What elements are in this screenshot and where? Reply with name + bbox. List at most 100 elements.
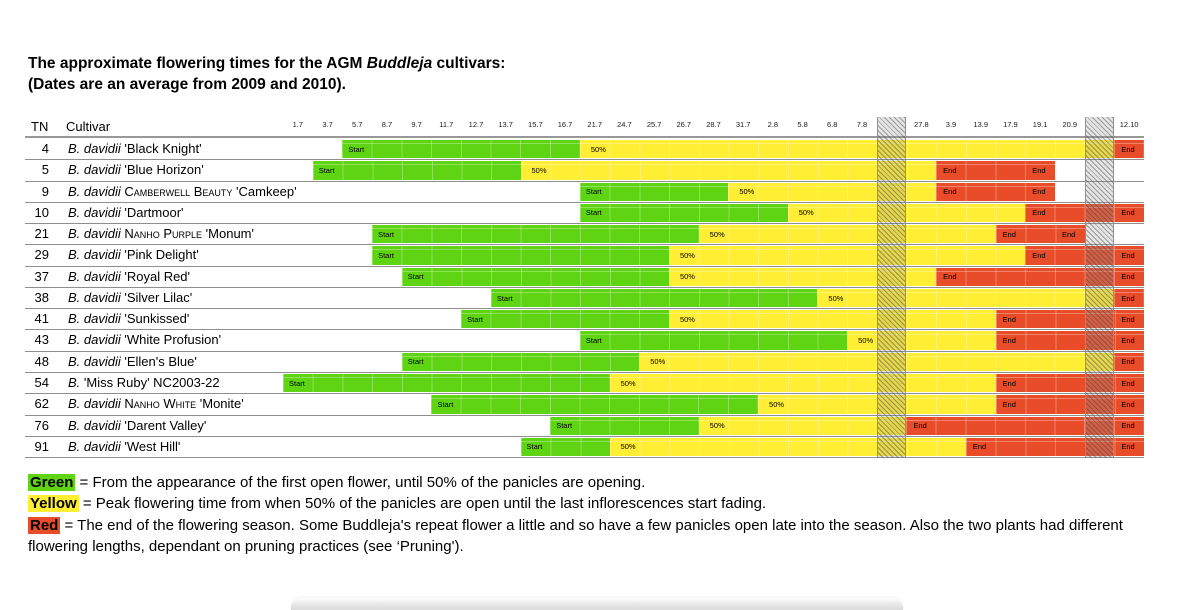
end-label: End — [972, 442, 987, 452]
legend-text: = The end of the flowering season. Some … — [28, 516, 1123, 556]
fifty-percent-label: 50% — [679, 314, 695, 324]
date-column-header: 31.7 — [735, 120, 751, 129]
cultivar-name-part: B. davidii — [68, 417, 121, 433]
date-column-header: 5.8 — [797, 120, 808, 129]
date-column-header: 5.7 — [352, 120, 363, 129]
tn-cell: 37 — [34, 268, 49, 284]
cultivar-name: B. 'Miss Ruby' NC2003-22 — [68, 375, 220, 390]
table-row: 76 B. davidii 'Darent Valley' Start 50% End E… — [25, 416, 1144, 437]
fifty-percent-label: 50% — [709, 421, 725, 431]
cultivar-name-part: Nanho White — [124, 396, 197, 412]
cultivar-name-part: B. davidii — [68, 438, 121, 454]
end-label: End — [1061, 229, 1076, 239]
red-segment — [1114, 288, 1144, 308]
start-label: Start — [526, 442, 543, 452]
cultivar-name-part: 'Black Knight' — [120, 141, 202, 156]
cultivar-name-part: 'Pink Delight' — [120, 247, 199, 263]
table-row: 10 B. davidii 'Dartmoor' Start 50% End End — [25, 203, 1144, 225]
table-row: 91 B. davidii 'West Hill' Start 50% End End — [25, 437, 1144, 459]
tn-cell: 10 — [34, 204, 49, 220]
red-segment — [906, 416, 1144, 435]
table-row: 62 B. davidii Nanho White 'Monite' Start 50… — [25, 394, 1144, 416]
page-title: The approximate flowering times for the … — [28, 53, 505, 95]
cultivar-name-part: B. davidii — [68, 268, 121, 284]
red-segment — [995, 225, 1085, 244]
cultivar-name-part: 'Monite' — [196, 396, 244, 412]
start-label: Start — [467, 314, 483, 324]
table-row: 9 B. davidii Camberwell Beauty 'Camkeep' S… — [25, 182, 1144, 203]
yellow-segment — [758, 395, 996, 414]
date-column-header: 20.9 — [1062, 120, 1078, 129]
cultivar-name-part: Camberwell Beauty — [124, 183, 233, 199]
cultivar-name: B. davidii Camberwell Beauty 'Camkeep' — [68, 184, 297, 199]
title-suffix: cultivars: — [432, 55, 506, 72]
cultivar-name: B. davidii 'Ellen's Blue' — [68, 354, 197, 369]
start-label: Start — [348, 144, 365, 154]
yellow-segment — [668, 310, 996, 329]
start-label: Start — [378, 229, 394, 239]
cultivar-name-part: 'Monum' — [202, 226, 254, 242]
table-row: 4 B. davidii 'Black Knight' Start 50% End — [25, 139, 1144, 161]
end-label: End — [1121, 250, 1135, 260]
start-label: Start — [556, 421, 573, 431]
red-segment — [936, 267, 1144, 286]
date-column-header: 1.7 — [292, 120, 304, 129]
date-column-header: 12.7 — [468, 120, 484, 129]
cultivar-name-part: B. davidii — [68, 141, 121, 156]
fifty-percent-label: 50% — [679, 272, 695, 282]
title-genus: Buddleja — [366, 55, 433, 72]
start-label: Start — [585, 187, 602, 197]
start-label: Start — [289, 378, 305, 388]
fifty-percent-label: 50% — [858, 336, 874, 346]
end-label: End — [1002, 336, 1016, 346]
start-label: Start — [407, 357, 424, 367]
date-column-header: 8.7 — [381, 120, 393, 129]
start-label: Start — [437, 399, 454, 409]
date-column-header: 6.8 — [827, 120, 838, 129]
fifty-percent-label: 50% — [531, 165, 547, 175]
tn-cell: 76 — [34, 417, 49, 433]
fifty-percent-label: 50% — [739, 187, 755, 197]
end-label: End — [1121, 357, 1135, 367]
date-column-header: 3.7 — [322, 120, 333, 129]
end-label: End — [1002, 229, 1016, 239]
cultivar-name-part: Nanho Purple — [124, 226, 203, 242]
column-header-cultivar: Cultivar — [66, 119, 111, 134]
tn-cell: 29 — [34, 247, 49, 263]
red-segment — [936, 161, 1055, 180]
yellow-segment — [520, 161, 937, 180]
end-label: End — [1121, 314, 1135, 324]
start-label: Start — [585, 208, 602, 218]
yellow-segment — [698, 225, 996, 244]
end-label: End — [1032, 187, 1046, 197]
column-header-tn: TN — [31, 119, 49, 134]
yellow-segment — [609, 437, 966, 457]
table-row: 41 B. davidii 'Sunkissed' Start 50% End End — [25, 309, 1144, 331]
green-segment — [401, 352, 640, 371]
end-label: End — [1121, 144, 1135, 154]
date-column-header: 26.7 — [676, 120, 692, 129]
cultivar-name-part: B. — [68, 374, 81, 390]
date-column-header: 15.7 — [528, 120, 543, 129]
green-segment — [550, 416, 699, 435]
yellow-segment — [728, 182, 937, 201]
start-label: Start — [407, 272, 424, 282]
date-column-header: 17.9 — [1003, 120, 1018, 129]
date-column-header: 12.10 — [1119, 120, 1139, 129]
date-column-header: 21.7 — [587, 120, 603, 129]
date-column-header: 13.7 — [498, 120, 513, 129]
fifty-percent-label: 50% — [620, 378, 636, 388]
cultivar-name: B. davidii 'Silver Lilac' — [68, 290, 192, 305]
cultivar-name-part: 'Royal Red' — [120, 268, 191, 284]
yellow-segment — [668, 246, 1026, 265]
table-row: 37 B. davidii 'Royal Red' Start 50% End End — [25, 267, 1144, 288]
yellow-segment — [698, 416, 907, 435]
fifty-percent-label: 50% — [590, 144, 606, 154]
title-prefix: The approximate flowering times for the … — [28, 55, 367, 72]
cultivar-name-part: 'West Hill' — [120, 438, 181, 454]
cultivar-name-part: B. davidii — [68, 183, 121, 199]
cultivar-name-part: B. davidii — [68, 226, 121, 242]
cultivar-name: B. davidii 'Sunkissed' — [68, 311, 189, 326]
cultivar-name: B. davidii 'Pink Delight' — [68, 247, 199, 262]
